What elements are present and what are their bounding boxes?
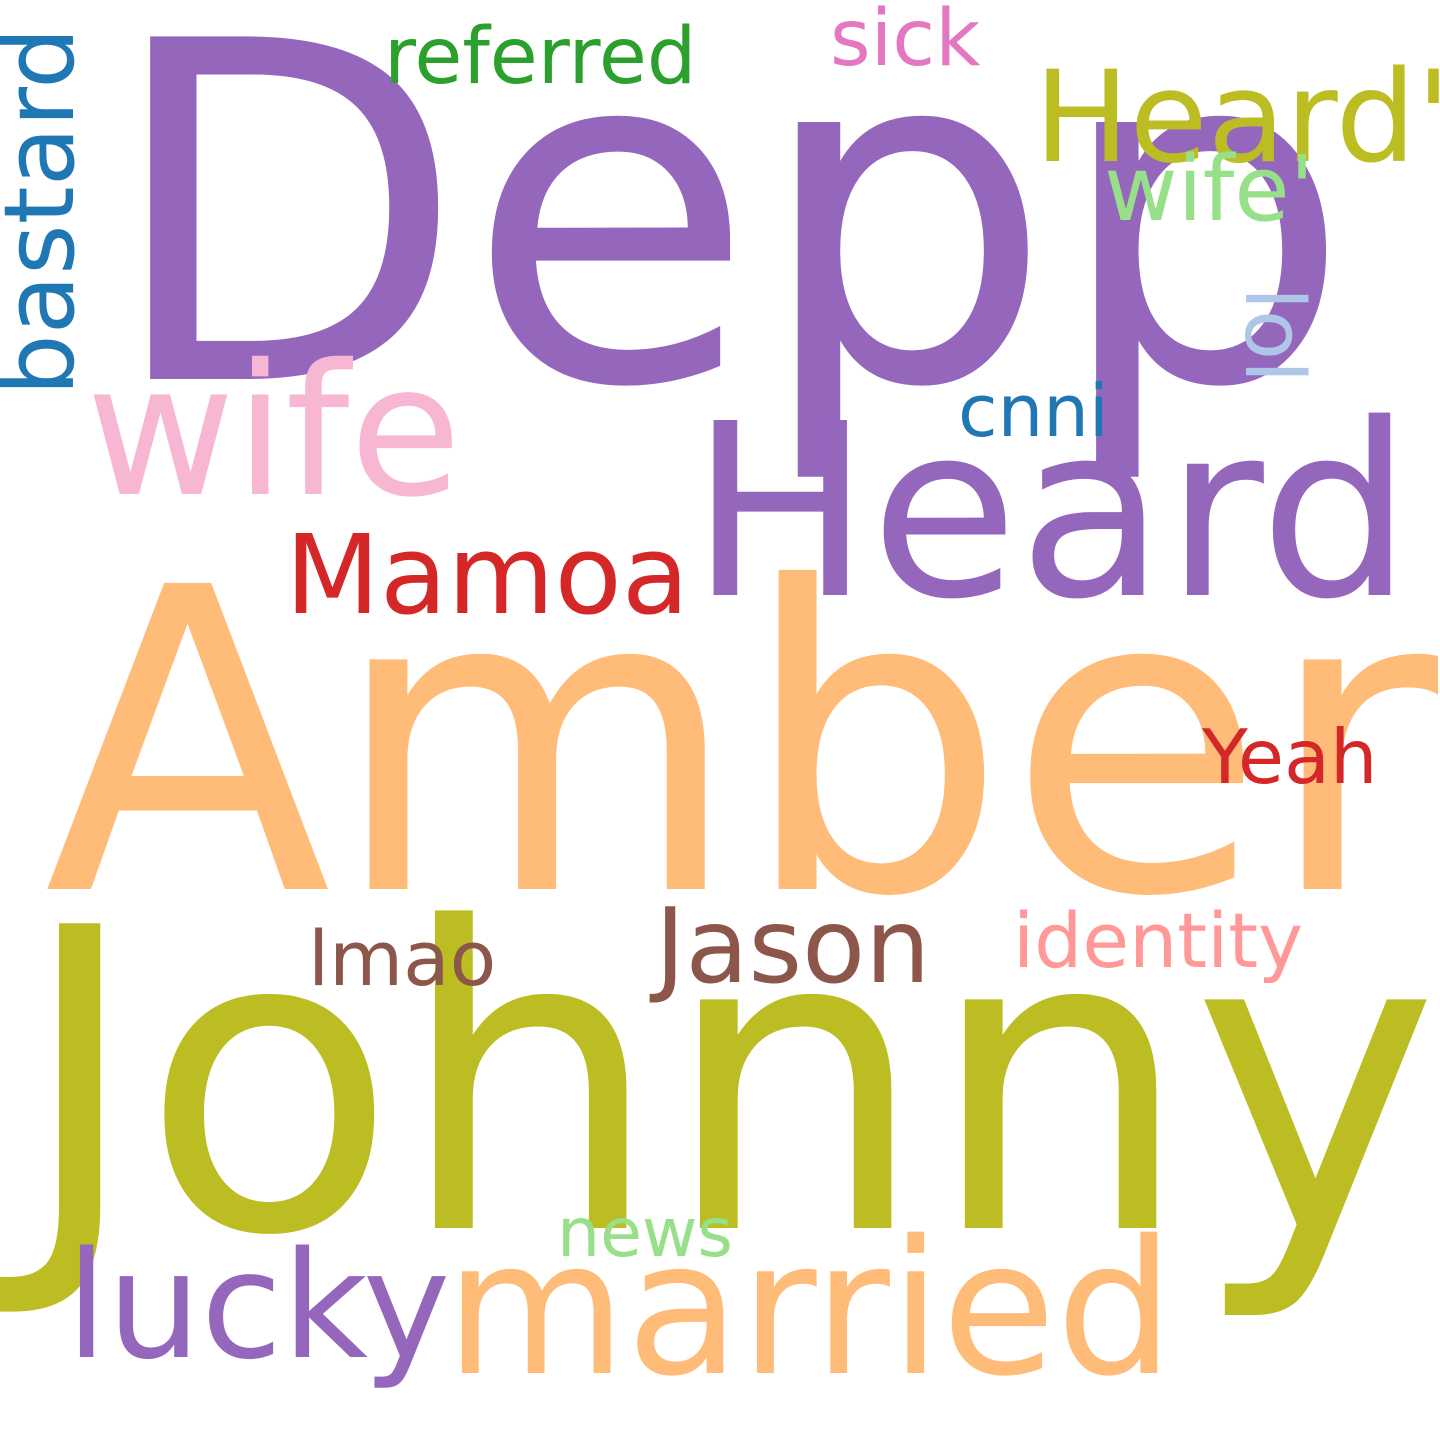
- word-identity: identity: [1013, 896, 1303, 985]
- word-lol: lol: [1225, 287, 1321, 383]
- word-news: news: [557, 1194, 733, 1273]
- word-lucky: lucky: [66, 1220, 451, 1392]
- word-sick: sick: [830, 0, 981, 84]
- word-cnni: cnni: [958, 369, 1109, 453]
- word-jason: Jason: [655, 887, 931, 1007]
- word-johnny: Johnny: [18, 840, 1440, 1327]
- word-mamoa: Mamoa: [285, 511, 690, 639]
- word-wife-apos: wife': [1104, 137, 1315, 242]
- word-heard-apos: Heard': [1034, 43, 1440, 191]
- word-married: married: [445, 1200, 1175, 1417]
- word-depp: Depp: [104, 0, 1352, 490]
- word-amber: Amber: [44, 500, 1439, 989]
- word-referred: referred: [384, 12, 697, 102]
- word-lmao: lmao: [308, 914, 497, 1003]
- word-yeah: Yeah: [1202, 713, 1378, 801]
- word-wife: wife: [86, 325, 462, 537]
- word-bastard: bastard: [0, 27, 96, 396]
- word-heard: Heard: [690, 372, 1412, 652]
